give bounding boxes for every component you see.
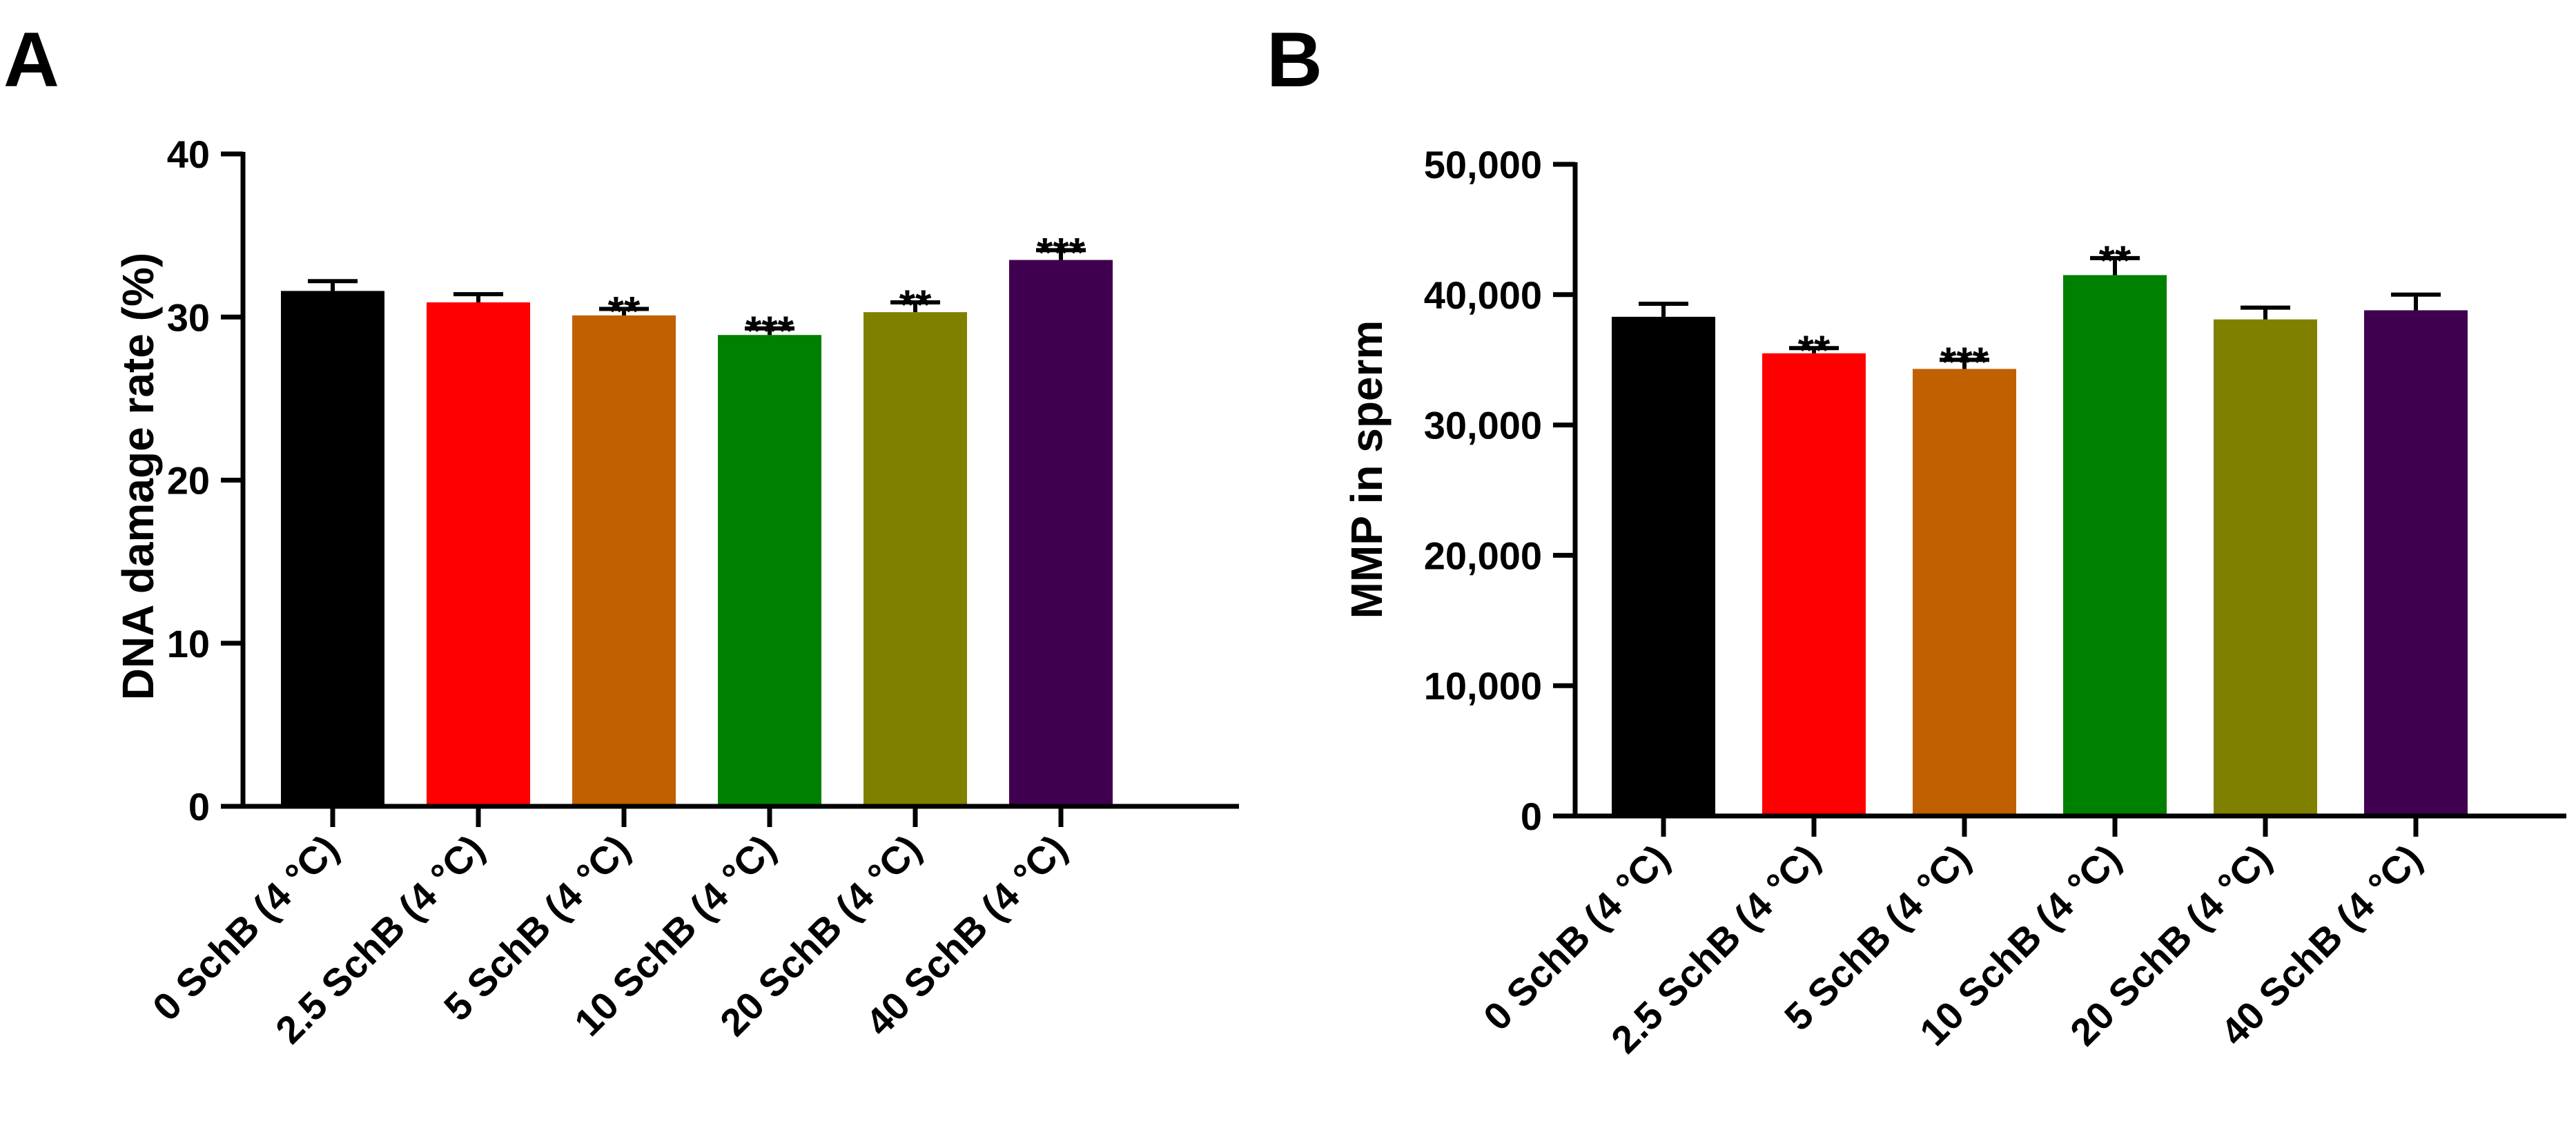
panel-a-bar bbox=[1009, 260, 1113, 806]
panel-b-bar bbox=[2364, 310, 2468, 816]
panel-a-bar bbox=[427, 302, 530, 806]
panel-b-y-tick-label: 20,000 bbox=[1424, 534, 1542, 577]
panel-a-y-tick-label: 0 bbox=[188, 785, 210, 828]
panel-b-bar bbox=[2063, 275, 2167, 817]
panel-b-label: B bbox=[1267, 17, 1323, 103]
panel-b-bar bbox=[1913, 369, 2016, 816]
panel-a-bar bbox=[572, 315, 676, 806]
panel-a-bar bbox=[718, 335, 821, 806]
panel-b-bar bbox=[1762, 353, 1866, 816]
panel-b-y-tick-label: 10,000 bbox=[1424, 664, 1542, 708]
panel-b-y-tick-label: 30,000 bbox=[1424, 404, 1542, 447]
panel-a-significance-label: ** bbox=[608, 288, 641, 334]
panel-b-bar bbox=[1612, 316, 1715, 816]
panel-b-y-axis-title: MMP in sperm bbox=[1342, 320, 1392, 619]
panel-a-y-tick-label: 40 bbox=[167, 133, 210, 176]
panel-a-y-tick-label: 30 bbox=[167, 295, 210, 339]
panel-b-bar bbox=[2214, 319, 2317, 816]
panel-a-significance-label: *** bbox=[1037, 229, 1086, 275]
panel-a-y-tick-label: 20 bbox=[167, 459, 210, 503]
panel-a-bar bbox=[863, 312, 967, 807]
panel-a-bar bbox=[281, 291, 384, 806]
panel-b-y-tick-label: 40,000 bbox=[1424, 273, 1542, 317]
panel-a-significance-label: *** bbox=[745, 308, 794, 354]
panel-a-label: A bbox=[3, 17, 59, 103]
panel-a-y-axis-title: DNA damage rate (%) bbox=[113, 253, 163, 700]
panel-b: B MMP in sperm 0 10,000 20,000 30,000 40,000… bbox=[1267, 17, 2566, 1062]
panel-b-y-tick-label: 50,000 bbox=[1424, 143, 1542, 186]
panel-b-significance-label: ** bbox=[2099, 237, 2131, 284]
panel-a-significance-label: ** bbox=[899, 282, 932, 328]
panel-b-significance-label: ** bbox=[1798, 327, 1831, 373]
panel-b-significance-label: *** bbox=[1940, 339, 1989, 385]
panel-a-y-tick-label: 10 bbox=[167, 622, 210, 665]
panel-b-y-tick-label: 0 bbox=[1521, 795, 1542, 838]
